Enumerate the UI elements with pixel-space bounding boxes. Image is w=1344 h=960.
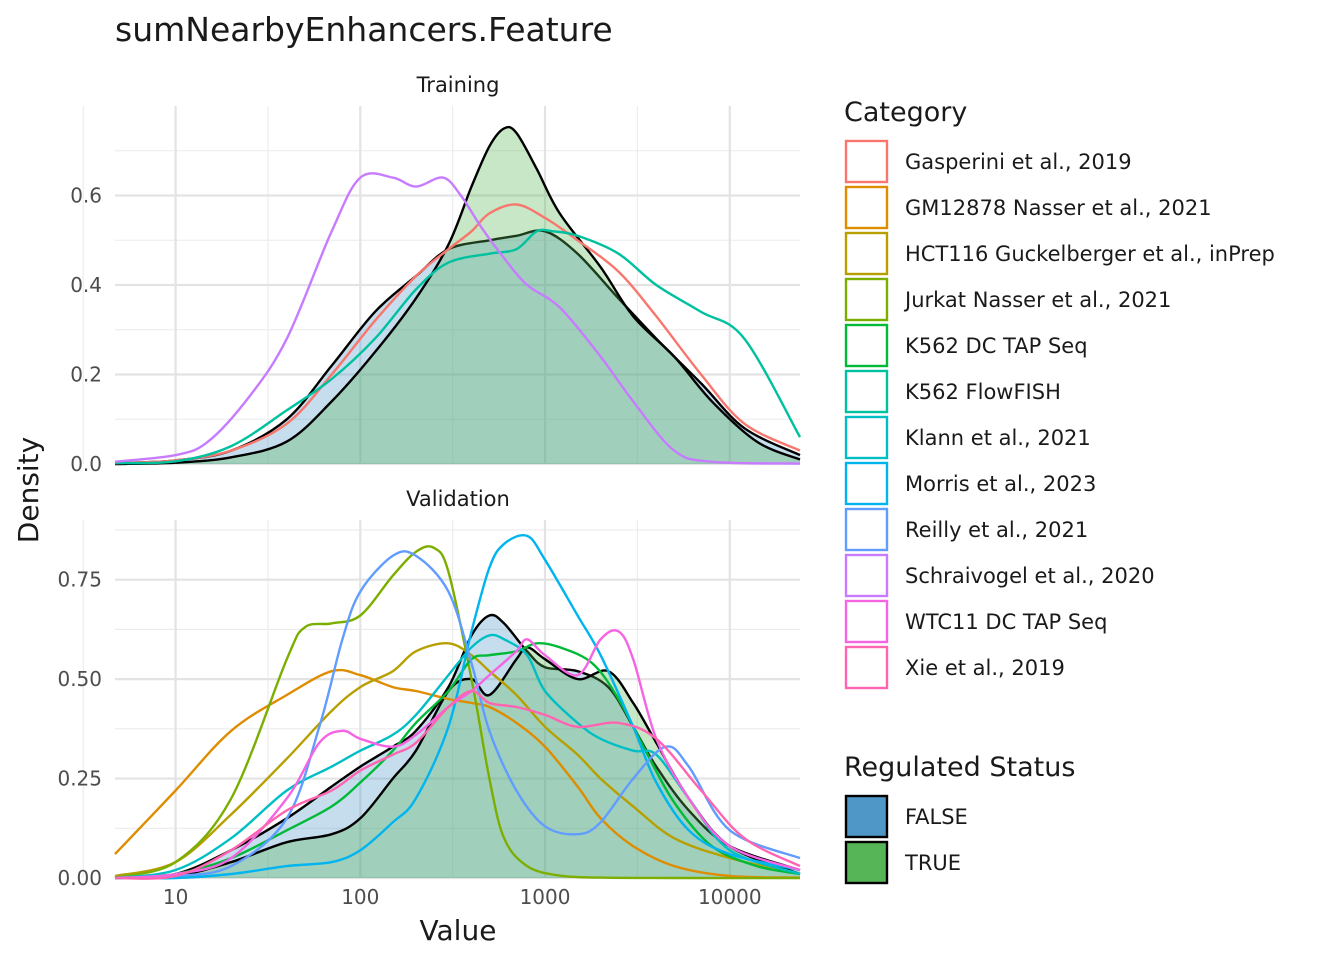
density-outline-true: [114, 125, 801, 466]
legend-key-fill: [844, 840, 889, 885]
legend-label: Reilly et al., 2021: [905, 518, 1088, 542]
legend-key-line: [844, 461, 889, 506]
legend-key-line: [844, 277, 889, 322]
y-tick-label: 0.75: [57, 568, 102, 592]
density-area-false: [115, 230, 800, 464]
y-tick-label: 0.4: [70, 273, 102, 297]
x-axis-title: Value: [420, 914, 497, 947]
regulated-status-legend: Regulated Status FALSE TRUE: [844, 752, 1075, 885]
chart-title: sumNearbyEnhancers.Feature: [115, 10, 613, 49]
panel-training: 0.0 0.2 0.4 0.6 Training: [70, 73, 802, 476]
legend-label: Schraivogel et al., 2020: [905, 564, 1155, 588]
panel-title-training: Training: [416, 73, 500, 97]
y-tick-label: 0.00: [57, 866, 102, 890]
x-tick-label: 100: [341, 885, 379, 909]
density-line-gasperini-et-al-2019: [114, 203, 801, 465]
legend-key-line: [844, 415, 889, 460]
legend-key-line: [844, 553, 889, 598]
y-tick-label: 0.6: [70, 184, 102, 208]
legend-label: Jurkat Nasser et al., 2021: [903, 288, 1171, 312]
legend-label: Gasperini et al., 2019: [905, 150, 1132, 174]
density-line-reilly-et-al-2021: [114, 550, 801, 880]
regulated-status-legend-title: Regulated Status: [844, 752, 1075, 783]
x-tick-label: 1000: [520, 885, 571, 909]
density-line-jurkat-nasser-et-al-2021: [114, 545, 801, 880]
legend-key-line: [844, 507, 889, 552]
legend-label: TRUE: [904, 851, 961, 875]
legend-label: Morris et al., 2023: [905, 472, 1096, 496]
legend-key-line: [844, 231, 889, 276]
legend-key-line: [844, 323, 889, 368]
y-axis-title: Density: [12, 437, 45, 543]
legend-key-line: [844, 185, 889, 230]
category-legend: Category Gasperini et al., 2019 GM12878 N…: [844, 97, 1275, 690]
y-tick-label: 0.2: [70, 363, 102, 387]
legend-label: GM12878 Nasser et al., 2021: [905, 196, 1212, 220]
category-legend-title: Category: [844, 97, 967, 128]
legend-label: K562 FlowFISH: [905, 380, 1061, 404]
density-area-false: [115, 614, 800, 878]
y-tick-label: 0.50: [57, 667, 102, 691]
density-area-true: [115, 647, 800, 878]
legend-key-line: [844, 139, 889, 184]
legend-label: Xie et al., 2019: [905, 656, 1065, 680]
legend-label: HCT116 Guckelberger et al., inPrep: [905, 242, 1275, 266]
x-axis-ticks: 10 100 1000 10000: [163, 885, 762, 909]
legend-key-fill: [844, 794, 889, 839]
panel-title-validation: Validation: [406, 487, 510, 511]
legend-label: WTC11 DC TAP Seq: [905, 610, 1107, 634]
legend-label: FALSE: [905, 805, 968, 829]
density-area-true: [115, 127, 800, 465]
density-line-schraivogel-et-al-2020: [114, 172, 801, 465]
density-outline-true: [114, 646, 801, 880]
x-tick-label: 10000: [698, 885, 762, 909]
density-line-morris-et-al-2023: [114, 534, 801, 880]
density-line-k562-dc-tap-seq: [114, 641, 801, 880]
density-line-wtc11-dc-tap-seq: [114, 629, 801, 880]
density-line-hct116-guckelberger-et-al-inprep: [114, 642, 801, 878]
y-tick-label: 0.0: [70, 452, 102, 476]
density-line-k562-flowfish: [114, 228, 802, 465]
x-tick-label: 10: [163, 885, 188, 909]
legend-key-line: [844, 369, 889, 414]
panel-validation: 0.00 0.25 0.50 0.75 Validation: [57, 487, 801, 890]
legend-key-line: [844, 599, 889, 644]
density-line-xie-et-al-2019: [114, 689, 801, 880]
y-tick-label: 0.25: [57, 767, 102, 791]
legend-label: K562 DC TAP Seq: [905, 334, 1088, 358]
density-line-klann-et-al-2021: [114, 633, 801, 880]
legend-label: Klann et al., 2021: [905, 426, 1091, 450]
legend-key-line: [844, 645, 889, 690]
